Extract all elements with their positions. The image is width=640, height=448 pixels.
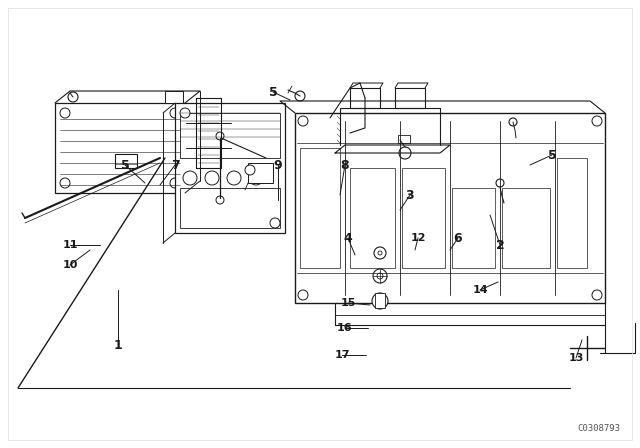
Bar [402, 168, 445, 268]
Bar [115, 154, 137, 168]
Text: 7: 7 [171, 159, 179, 172]
Circle shape [298, 116, 308, 126]
Text: 6: 6 [454, 232, 462, 245]
Text: 5: 5 [548, 148, 556, 161]
Bar [557, 158, 587, 268]
Circle shape [298, 290, 308, 300]
Text: 17: 17 [334, 350, 349, 360]
Text: 3: 3 [406, 189, 414, 202]
Circle shape [205, 171, 219, 185]
Circle shape [377, 273, 383, 279]
Text: 4: 4 [344, 232, 353, 245]
Circle shape [60, 108, 70, 118]
Circle shape [295, 91, 305, 101]
Text: 8: 8 [340, 159, 349, 172]
Circle shape [180, 108, 190, 118]
Text: 2: 2 [495, 238, 504, 251]
Circle shape [216, 196, 224, 204]
Text: 5: 5 [120, 159, 129, 172]
Bar [395, 88, 425, 108]
Bar [300, 148, 340, 268]
Circle shape [270, 218, 280, 228]
Text: 12: 12 [410, 233, 426, 243]
Text: 5: 5 [269, 86, 277, 99]
Circle shape [170, 108, 180, 118]
Circle shape [509, 118, 517, 126]
Circle shape [249, 171, 263, 185]
Bar [502, 188, 550, 268]
Circle shape [245, 165, 255, 175]
Text: 16: 16 [337, 323, 353, 333]
Bar [452, 188, 495, 268]
Circle shape [378, 251, 382, 255]
Circle shape [216, 132, 224, 140]
Bar [165, 91, 183, 103]
Text: 14: 14 [472, 285, 488, 295]
Circle shape [183, 171, 197, 185]
Text: 11: 11 [62, 240, 77, 250]
Bar [398, 135, 410, 143]
Text: 13: 13 [568, 353, 584, 363]
Circle shape [372, 293, 388, 309]
Circle shape [399, 147, 411, 159]
Bar [350, 88, 380, 108]
Circle shape [373, 269, 387, 283]
Circle shape [170, 178, 180, 188]
Bar [375, 293, 385, 308]
Circle shape [496, 179, 504, 187]
Text: 1: 1 [114, 339, 122, 352]
Bar [350, 168, 395, 268]
Circle shape [60, 178, 70, 188]
Circle shape [68, 92, 78, 102]
Bar [295, 113, 605, 303]
Text: C0308793: C0308793 [577, 424, 620, 433]
Circle shape [592, 116, 602, 126]
Text: 10: 10 [62, 260, 77, 270]
Bar [175, 103, 285, 233]
Bar [180, 113, 280, 158]
Circle shape [592, 290, 602, 300]
Circle shape [374, 247, 386, 259]
Text: 9: 9 [274, 159, 282, 172]
Bar [180, 188, 280, 228]
Bar [55, 103, 185, 193]
Circle shape [227, 171, 241, 185]
Text: 15: 15 [340, 298, 356, 308]
Bar [248, 163, 273, 183]
